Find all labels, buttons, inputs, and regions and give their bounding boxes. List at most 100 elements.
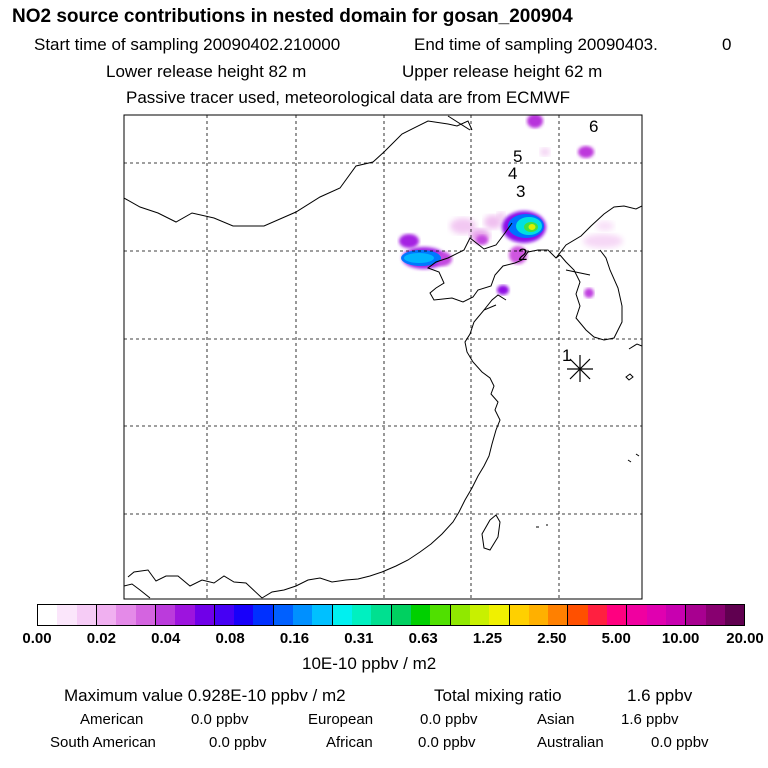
maximum-value: Maximum value 0.928E-10 ppbv / m2	[64, 686, 346, 705]
colorbar-tick-label: 20.00	[726, 630, 764, 647]
japan-coast	[628, 343, 642, 350]
colorbar-segment	[430, 605, 451, 625]
korea-coast	[559, 249, 623, 341]
trajectory-markers: 1 2 3 4 5 6	[508, 117, 598, 365]
region-european-label: European	[308, 711, 374, 728]
colorbar-segment	[686, 605, 706, 625]
colorbar-tick-label: 0.02	[86, 630, 116, 647]
sampling-end: End time of sampling 20090403.	[414, 35, 658, 54]
colorbar-tick-label: 2.50	[537, 630, 567, 647]
colorbar-segment	[273, 605, 294, 625]
colorbar-segment	[627, 605, 647, 625]
plume-mid	[584, 288, 594, 298]
total-mixing-ratio-value: 1.6 ppbv	[627, 686, 693, 705]
colorbar-segment	[352, 605, 372, 625]
plume-faint	[596, 221, 614, 231]
colorbar-tick-label: 0.31	[344, 630, 374, 647]
colorbar-tick-label: 0.16	[279, 630, 310, 647]
plume-mid	[399, 234, 419, 248]
plume-faint	[583, 234, 623, 248]
colorbar-segment	[391, 605, 411, 625]
colorbar-segment	[96, 605, 117, 625]
colorbar-segment	[135, 605, 156, 625]
receptor-star-icon	[567, 355, 593, 382]
colorbar-segment	[607, 605, 628, 625]
colorbar-segment	[548, 605, 569, 625]
border-south	[124, 583, 151, 599]
colorbar-segment	[528, 605, 549, 625]
colorbar-segment	[332, 605, 352, 625]
upper-release-height: Upper release height 62 m	[402, 62, 603, 81]
island	[625, 373, 634, 381]
region-american-label: American	[80, 711, 144, 728]
colorbar-segment	[509, 605, 529, 625]
region-asian-value: 1.6 ppbv	[621, 711, 679, 728]
colorbar-tick-label: 0.00	[22, 630, 52, 647]
colorbar-segment	[57, 605, 77, 625]
region-european-value: 0.0 ppbv	[420, 711, 478, 728]
colorbar-tick-label: 10.00	[661, 630, 700, 647]
colorbar-segment	[175, 605, 195, 625]
colorbar-segment	[312, 605, 333, 625]
plume-mid	[527, 115, 543, 128]
colorbar-segment	[724, 605, 745, 625]
colorbar-segment	[371, 605, 392, 625]
plume-faint	[450, 218, 476, 234]
island	[635, 453, 640, 457]
sampling-end-suffix: 0	[722, 35, 732, 54]
colorbar-tick-label: 0.04	[151, 630, 181, 647]
plume-core-east	[528, 224, 536, 230]
region-african-value: 0.0 ppbv	[418, 734, 476, 751]
taiwan-island	[481, 514, 501, 551]
plume-mid	[497, 285, 509, 295]
border-mongolia	[124, 120, 473, 227]
colorbar-segment	[253, 605, 274, 625]
colorbar-segment	[155, 605, 176, 625]
colorbar-unit: 10E-10 ppbv / m2	[302, 654, 437, 673]
marker-4: 4	[508, 164, 517, 183]
dmz-line	[565, 269, 591, 276]
region-american-value: 0.0 ppbv	[191, 711, 249, 728]
border-line	[447, 115, 471, 131]
colorbar-segment	[214, 605, 235, 625]
island	[627, 459, 632, 463]
china-coast	[261, 304, 501, 599]
region-african-label: African	[326, 734, 373, 751]
region-australian-label: Australian	[537, 734, 604, 751]
marker-5: 5	[513, 147, 522, 166]
lower-release-height: Lower release height 82 m	[106, 62, 307, 81]
colorbar-segment	[76, 605, 97, 625]
colorbar-segment	[410, 605, 431, 625]
colorbar-segment	[666, 605, 687, 625]
page-title: NO2 source contributions in nested domai…	[12, 6, 573, 27]
region-south-american-label: South American	[50, 734, 156, 751]
marker-3: 3	[516, 182, 525, 201]
colorbar-tick-label: 0.63	[408, 630, 438, 647]
colorbar-segment	[646, 605, 666, 625]
plume-mid	[476, 235, 488, 245]
plume-faint	[484, 215, 502, 229]
marker-1: 1	[562, 346, 571, 365]
plume-mid	[578, 146, 594, 158]
bohai-coast	[426, 222, 561, 303]
tracer-info: Passive tracer used, meteorological data…	[126, 88, 571, 107]
border-south	[127, 569, 263, 599]
colorbar-segment	[234, 605, 254, 625]
border-korea-china	[555, 205, 642, 259]
plume-core-west	[404, 253, 434, 263]
colorbar	[37, 604, 745, 626]
coastlines	[124, 115, 642, 599]
colorbar-segment	[194, 605, 215, 625]
region-south-american-value: 0.0 ppbv	[209, 734, 267, 751]
total-mixing-ratio-label: Total mixing ratio	[434, 686, 562, 705]
colorbar-segment	[489, 605, 510, 625]
colorbar-segment	[38, 605, 58, 625]
plume-faint	[540, 148, 550, 156]
colorbar-segment	[293, 605, 313, 625]
map-grid	[124, 115, 642, 599]
colorbar-tick-label: 1.25	[472, 630, 503, 647]
colorbar-tick-label: 5.00	[601, 630, 631, 647]
colorbar-segment	[587, 605, 608, 625]
region-australian-value: 0.0 ppbv	[651, 734, 709, 751]
